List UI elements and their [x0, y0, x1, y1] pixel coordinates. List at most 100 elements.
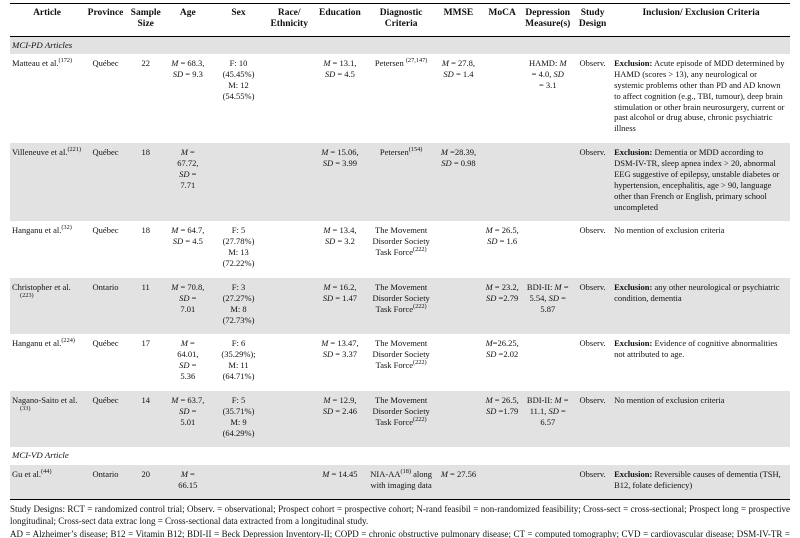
section-header-row: MCI-PD Articles [10, 36, 790, 55]
cell-criteria: No mention of exclusion criteria [614, 225, 725, 236]
cell-mmse: M = 27.8, SD = 1.4 [441, 58, 476, 79]
cell-study-design: Observ. [579, 338, 606, 349]
footnote-abbreviations: AD = Alzheimer’s disease; B12 = Vitamin … [10, 528, 790, 538]
cell-moca: M=26.25, SD =2.02 [485, 338, 519, 360]
cell-moca: M = 26.5, SD =1.79 [485, 394, 519, 416]
cell-age: M = 63.7, SD = 5.01 [171, 394, 205, 427]
cell-province: Québec [92, 147, 119, 158]
cell-depression-measures [522, 334, 573, 391]
cell-moca [482, 54, 523, 143]
cell-sample-size: 17 [141, 338, 150, 349]
cell-sample-size: 14 [141, 394, 150, 405]
cell-criteria: Exclusion: Evidence of cognitive abnorma… [614, 338, 778, 360]
cell-diagnostic-criteria: Petersen(154) [379, 146, 423, 158]
cell-criteria: No mention of exclusion criteria [614, 394, 725, 405]
cell-criteria: Exclusion: Reversible causes of dementia… [614, 468, 781, 490]
cell-article: Villeneuve et al.(221) [12, 146, 82, 158]
column-header-province: Province [84, 3, 127, 37]
cell-sex [211, 143, 266, 221]
cell-moca [482, 143, 523, 221]
table-row: Matteau et al.(172) Québec 22 M = 68.3, SD =… [10, 54, 790, 143]
table-row: Gu et al.(44) Ontario 20 M = 66.15 M = 14.45 N… [10, 464, 790, 500]
cell-depression-measures: BDI-II: M = 11.1, SD = 6.57 [526, 394, 569, 427]
column-header-age: Age [164, 3, 212, 37]
cell-article: Matteau et al.(172) [12, 57, 73, 69]
table-footnotes: Study Designs: RCT = randomized control … [10, 504, 790, 538]
section-header-label: MCI-PD Articles [12, 39, 73, 50]
section-header-label: MCI-VD Article [12, 450, 69, 461]
cell-province: Ontario [92, 281, 119, 292]
cell-age: M = 66.15 [178, 468, 198, 490]
cell-criteria: Exclusion: Dementia or MDD according to … [614, 147, 780, 212]
cell-province: Québec [92, 338, 119, 349]
cell-race-ethnicity [266, 143, 313, 221]
cell-mmse [435, 391, 482, 448]
cell-mmse: M =28.39, SD = 0.98 [440, 147, 477, 169]
cell-moca: M = 26.5, SD = 1.6 [485, 225, 519, 247]
cell-depression-measures: BDI-II: M = 5.54, SD = 5.87 [526, 281, 569, 314]
cell-race-ethnicity [266, 54, 313, 143]
cell-province: Québec [92, 394, 119, 405]
cell-age: M = 70.8, SD = 7.01 [171, 281, 205, 314]
table-row: Hanganu et al.(32) Québec 18 M = 64.7, SD = … [10, 221, 790, 278]
table-row: Nagano-Saito et al.(33) Québec 14 M = 63.7,… [10, 390, 790, 448]
column-header-study-design: Study Design [573, 3, 613, 37]
cell-depression-measures [522, 465, 573, 500]
footnote-study-designs: Study Designs: RCT = randomized control … [10, 504, 790, 527]
cell-depression-measures [522, 143, 573, 221]
cell-sex: F: 6 (35.29%); M: 11 (64.71%) [221, 338, 256, 382]
cell-education: M = 14.45 [322, 468, 358, 479]
column-header-education: Education [312, 3, 368, 37]
column-header-sample-size: Sample Size [126, 3, 165, 37]
cell-criteria: Exclusion: any other neurological or psy… [614, 281, 780, 303]
column-header-race-ethnicity: Race/ Ethnicity [265, 3, 313, 37]
cell-moca [482, 465, 523, 500]
cell-mmse: M = 27.56 [440, 468, 477, 479]
cell-education: M = 13.47, SD = 3.37 [321, 338, 359, 360]
cell-age: M = 68.3, SD = 9.3 [171, 58, 205, 79]
cell-diagnostic-criteria: The Movement Disorder Society Task Force… [372, 281, 430, 314]
table-body: MCI-PD Articles Matteau et al.(172) Québec… [10, 36, 790, 500]
cell-study-design: Observ. [579, 58, 606, 69]
column-header-sex: Sex [211, 3, 266, 37]
table-row: Hanganu et al.(224) Québec 17 M = 64.01, SD =… [10, 334, 790, 391]
cell-depression-measures [522, 221, 573, 278]
cell-education: M = 13.4, SD = 3.2 [323, 225, 357, 247]
cell-diagnostic-criteria: The Movement Disorder Society Task Force… [372, 225, 430, 258]
cell-race-ethnicity [266, 391, 313, 448]
cell-education: M = 12.9, SD = 2.46 [322, 394, 358, 416]
table-row: Villeneuve et al.(221) Québec 18 M = 67.72, S… [10, 143, 790, 222]
cell-mmse [435, 221, 482, 278]
cell-province: Ontario [92, 468, 119, 479]
cell-diagnostic-criteria: Petersen (27,147) [374, 57, 428, 69]
cell-sex: F: 5 (27.78%) M: 13 (72.22%) [222, 225, 255, 269]
cell-sample-size: 18 [141, 147, 150, 158]
cell-moca: M = 23.2, SD =2.79 [485, 281, 519, 303]
cell-province: Québec [92, 58, 119, 69]
cell-article: Nagano-Saito et al.(33) [12, 394, 78, 412]
cell-education: M = 16.2, SD = 1.47 [322, 281, 358, 303]
cell-sample-size: 18 [141, 225, 150, 236]
cell-study-design: Observ. [579, 394, 606, 405]
cell-article: Hanganu et al.(32) [12, 224, 72, 236]
cell-sex: F: 3 (27.27%) M: 8 (72.73%) [222, 281, 255, 325]
cell-article: Gu et al.(44) [12, 467, 52, 479]
cell-race-ethnicity [266, 221, 313, 278]
cell-mmse [435, 334, 482, 391]
cell-sex: F: 10 (45.45%) M: 12 (54.55%) [222, 58, 255, 101]
cell-study-design: Observ. [579, 225, 606, 236]
cell-sex: F: 5 (35.71%) M: 9 (64.29%) [222, 394, 255, 438]
cell-diagnostic-criteria: The Movement Disorder Society Task Force… [372, 338, 430, 371]
cell-race-ethnicity [266, 465, 313, 500]
section-header-row: MCI-VD Article [10, 447, 790, 464]
cell-education: M = 13.1, SD = 4.5 [323, 58, 357, 79]
cell-province: Québec [92, 225, 119, 236]
cell-article: Christopher et al.(223) [12, 281, 71, 299]
cell-age: M = 64.01, SD = 5.36 [177, 338, 199, 382]
cell-study-design: Observ. [579, 147, 606, 158]
cell-mmse [435, 278, 482, 335]
table-header: Article Province Sample Size Age Sex Rac… [10, 3, 790, 37]
cell-study-design: Observ. [579, 281, 606, 292]
cell-sample-size: 11 [141, 281, 150, 292]
